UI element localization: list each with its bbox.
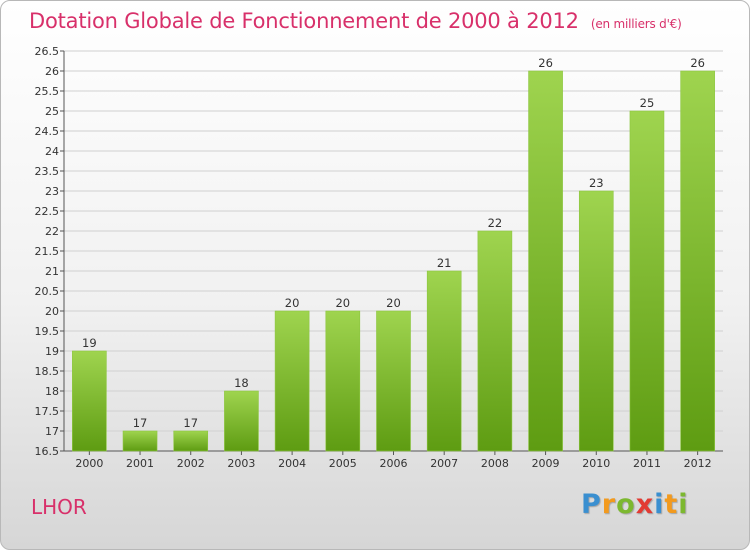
bar-2009[interactable] [528, 70, 563, 452]
y-tick-label: 26 [45, 65, 59, 78]
bar-2006[interactable] [376, 310, 411, 452]
bar-2000[interactable] [72, 350, 107, 452]
y-tick-label: 22.5 [35, 205, 60, 218]
bar-2002[interactable] [173, 430, 209, 452]
value-label-2010: 23 [589, 176, 604, 190]
value-label-2006: 20 [386, 296, 401, 310]
value-label-2003: 18 [234, 376, 249, 390]
y-tick-label: 24 [45, 145, 59, 158]
bar-2005[interactable] [325, 310, 361, 452]
y-tick-label: 23 [45, 185, 59, 198]
y-tick-label: 26.5 [35, 45, 60, 58]
y-tick-label: 21.5 [35, 245, 60, 258]
y-tick-label: 19.5 [35, 325, 60, 338]
logo-letter: x [635, 489, 655, 520]
label-layer: 19 17 17 18 20 20 20 21 22 26 23 25 26 [82, 56, 705, 430]
value-label-2012: 26 [690, 56, 705, 70]
y-tick-label: 18 [45, 385, 59, 398]
y-tick-label: 20.5 [35, 285, 60, 298]
y-tick-label: 21 [45, 265, 59, 278]
x-tick-label-2009: 2009 [532, 457, 560, 470]
y-tick-label: 23.5 [35, 165, 60, 178]
x-tick-label-2008: 2008 [481, 457, 509, 470]
y-tick-label: 24.5 [35, 125, 60, 138]
bar-2012[interactable] [680, 70, 715, 452]
x-tick-label-2004: 2004 [278, 457, 306, 470]
x-tick-label-2001: 2001 [126, 457, 154, 470]
bar-2010[interactable] [578, 190, 614, 452]
bar-2007[interactable] [426, 270, 462, 452]
commune-name: LHOR [31, 495, 87, 519]
x-tick-label-2012: 2012 [684, 457, 712, 470]
value-label-2007: 21 [437, 256, 452, 270]
bar-2008[interactable] [477, 230, 513, 452]
title-text: Dotation Globale de Fonctionnement de 20… [29, 9, 579, 33]
y-tick-label: 25.5 [35, 85, 60, 98]
logo-letter: i [678, 489, 689, 520]
bar-2004[interactable] [274, 310, 310, 452]
chart-title: Dotation Globale de Fonctionnement de 20… [29, 9, 682, 33]
value-label-2000: 19 [82, 336, 97, 350]
y-tick-label: 22 [45, 225, 59, 238]
proxiti-logo[interactable]: Proxiti [581, 489, 689, 520]
x-tick-label-2002: 2002 [177, 457, 205, 470]
logo-letter: o [616, 489, 636, 520]
y-tick-label: 19 [45, 345, 59, 358]
y-tick-label: 20 [45, 305, 59, 318]
x-tick-label-2000: 2000 [75, 457, 103, 470]
x-tick-label-2006: 2006 [380, 457, 408, 470]
value-label-2004: 20 [285, 296, 300, 310]
y-tick-label: 25 [45, 105, 59, 118]
x-tick-label-2007: 2007 [430, 457, 458, 470]
y-tick-label: 17 [45, 425, 59, 438]
logo-letter: P [581, 489, 602, 520]
x-tick-label-2010: 2010 [582, 457, 610, 470]
y-tick-label: 17.5 [35, 405, 60, 418]
x-tick-label-2011: 2011 [633, 457, 661, 470]
y-tick-label: 18.5 [35, 365, 60, 378]
bar-2001[interactable] [122, 430, 158, 452]
value-label-2001: 17 [133, 416, 148, 430]
chart-subtitle: (en milliers d'€) [590, 17, 682, 31]
bar-2011[interactable] [629, 110, 665, 452]
bar-2003[interactable] [224, 390, 259, 452]
logo-letter: r [601, 489, 617, 520]
y-tick-label: 16.5 [35, 445, 60, 458]
value-label-2002: 17 [183, 416, 198, 430]
value-label-2009: 26 [538, 56, 553, 70]
logo-letter: t [664, 489, 679, 520]
value-label-2005: 20 [335, 296, 350, 310]
bar-layer [72, 70, 715, 452]
x-tick-label-2005: 2005 [329, 457, 357, 470]
logo-letter: i [654, 489, 665, 520]
x-tick-label-2003: 2003 [227, 457, 255, 470]
value-label-2008: 22 [488, 216, 503, 230]
value-label-2011: 25 [640, 96, 655, 110]
